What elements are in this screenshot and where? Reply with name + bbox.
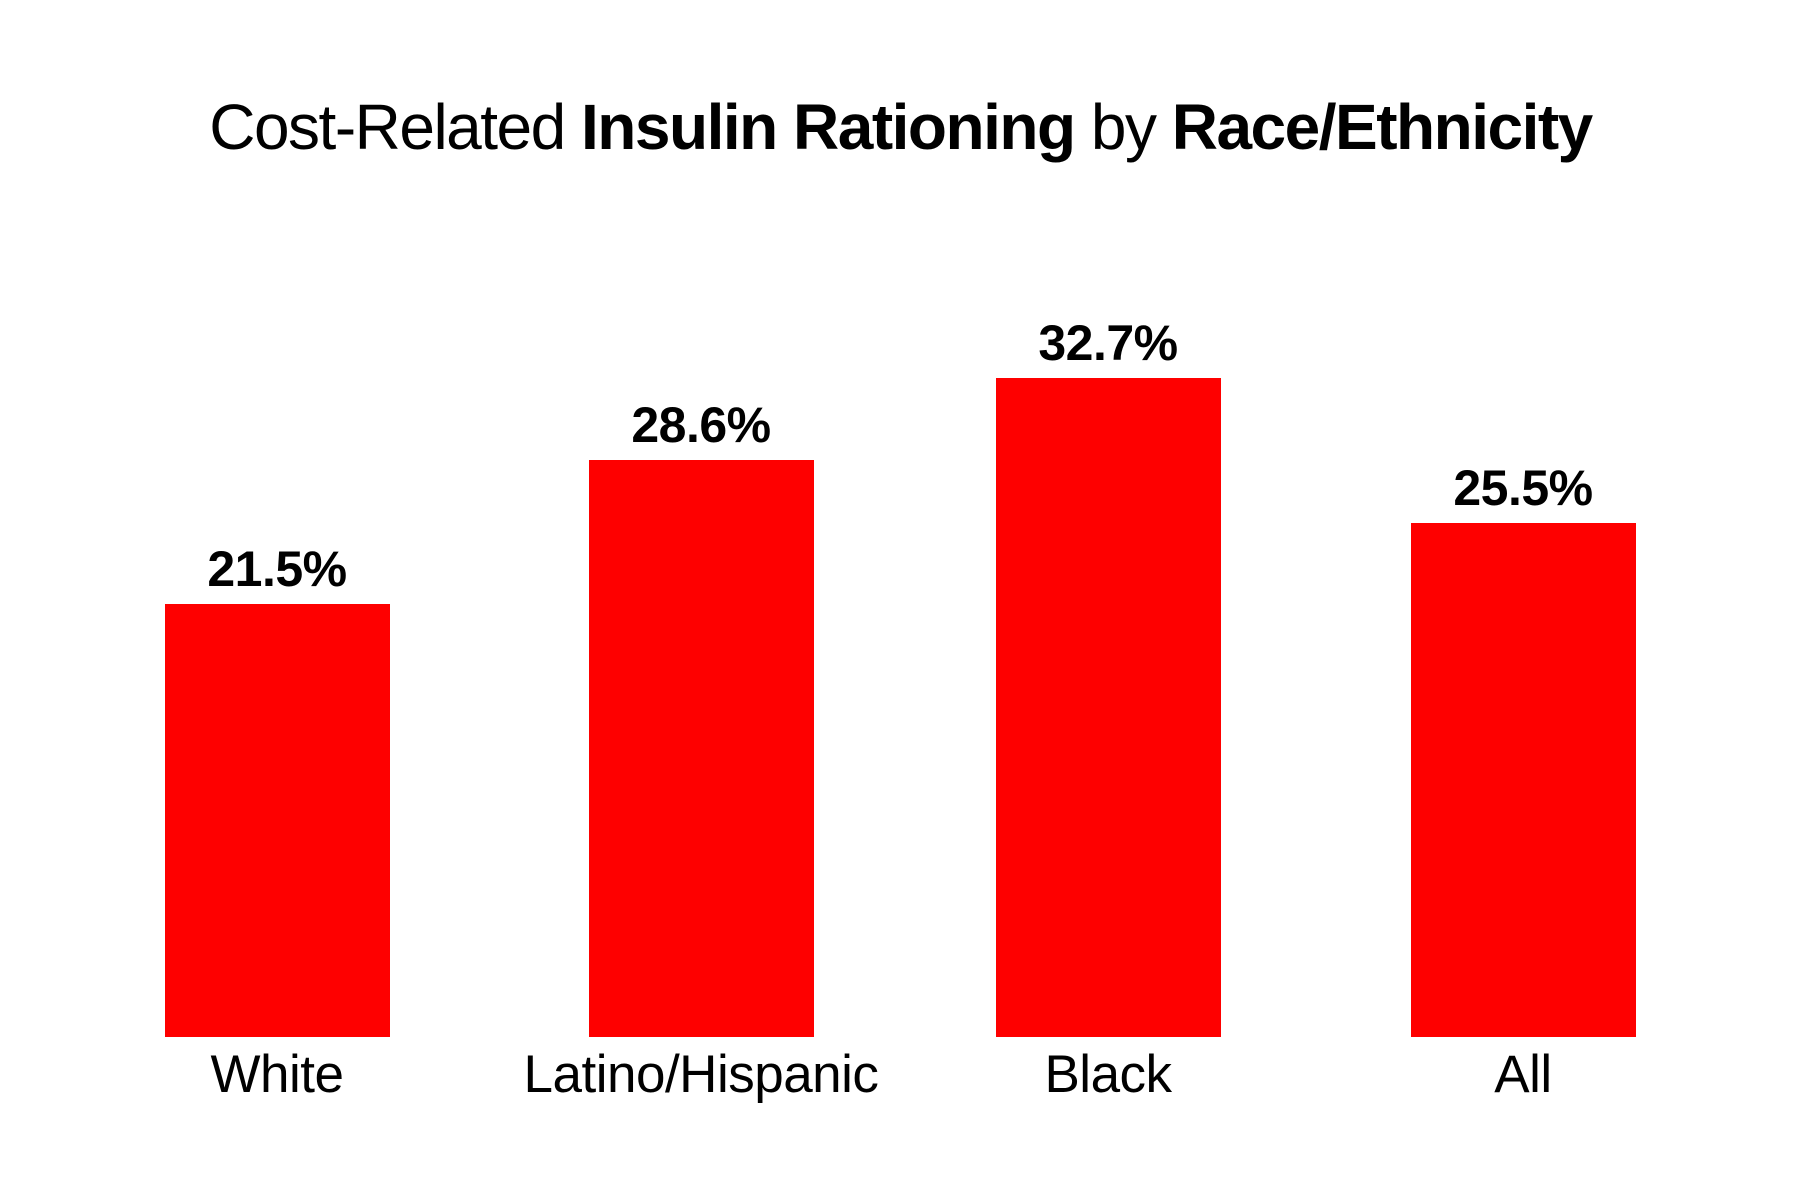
chart-title-part: Race/Ethnicity bbox=[1171, 91, 1594, 163]
bar-white bbox=[164, 604, 390, 1037]
bar-latino-hispanic bbox=[588, 460, 814, 1037]
bar-group-black: 32.7% bbox=[995, 315, 1221, 1037]
bar-value-label: 28.6% bbox=[631, 397, 771, 453]
chart-title-part: Cost-Related bbox=[209, 91, 582, 163]
bar-group-all: 25.5% bbox=[1410, 460, 1636, 1037]
chart-title: Cost-Related Insulin Rationing by Race/E… bbox=[0, 91, 1801, 163]
x-axis-label-white: White bbox=[210, 1045, 344, 1104]
x-axis-label-latino-hispanic: Latino/Hispanic bbox=[523, 1045, 879, 1104]
x-axis-label-all: All bbox=[1494, 1045, 1552, 1104]
bar-all bbox=[1410, 523, 1636, 1037]
bar-group-white: 21.5% bbox=[164, 541, 390, 1037]
bar-value-label: 25.5% bbox=[1453, 460, 1593, 516]
bar-value-label: 32.7% bbox=[1038, 315, 1178, 371]
x-axis-label-black: Black bbox=[1044, 1045, 1172, 1104]
bar-value-label: 21.5% bbox=[207, 541, 347, 597]
bar-black bbox=[995, 378, 1221, 1037]
bar-group-latino-hispanic: 28.6% bbox=[588, 397, 814, 1037]
chart-title-part: Insulin Rationing bbox=[581, 91, 1076, 163]
chart-title-part: by bbox=[1074, 91, 1172, 163]
